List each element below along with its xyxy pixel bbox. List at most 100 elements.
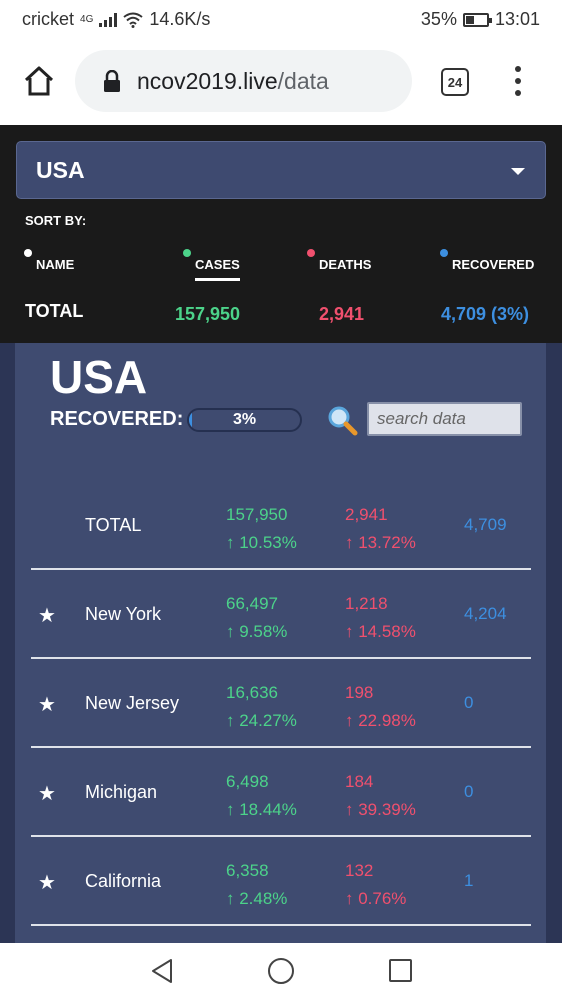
star-icon[interactable]: ★: [38, 605, 56, 627]
sort-option-label: NAME: [36, 257, 75, 272]
wifi-icon: [123, 12, 143, 28]
region-name: Michigan: [85, 782, 158, 802]
battery-percent: 35%: [420, 9, 457, 29]
sort-by-label: SORT BY:: [25, 213, 87, 228]
page-title: USA: [50, 351, 148, 403]
table-row[interactable]: ★ New York 66,497 ↑ 9.58% 1,218 ↑ 14.58% 4,204: [31, 570, 531, 659]
cases-value: 6,358: [226, 861, 269, 880]
status-bar: cricket 4G 14.6K/s 35% 13:01: [0, 0, 562, 40]
sort-option-recovered[interactable]: RECOVERED: [440, 249, 535, 272]
deaths-cell: 198 ↑ 22.98%: [345, 679, 416, 735]
dot-icon: [307, 249, 315, 257]
deaths-value: 2,941: [345, 505, 388, 524]
search-icon[interactable]: [326, 404, 358, 436]
table-row[interactable]: TOTAL 157,950 ↑ 10.53% 2,941 ↑ 13.72% 4,709: [31, 481, 531, 570]
total-recovered: 4,709 (3%): [441, 304, 530, 324]
recovered-progress-bar: 3%: [187, 408, 302, 432]
total-cases: 157,950: [175, 304, 241, 324]
total-label: TOTAL: [25, 301, 84, 321]
total-deaths: 2,941: [319, 304, 365, 324]
deaths-cell: 184 ↑ 39.39%: [345, 768, 416, 824]
cases-value: 66,497: [226, 594, 278, 613]
back-icon[interactable]: [150, 958, 174, 984]
url-path: /data: [277, 67, 329, 94]
cases-cell: 6,498 ↑ 18.44%: [226, 768, 297, 824]
region-name: California: [85, 871, 162, 891]
table-row[interactable]: ★ California 6,358 ↑ 2.48% 132 ↑ 0.76% 1: [31, 837, 531, 926]
sort-option-name[interactable]: NAME: [24, 249, 75, 272]
progress-fill: [189, 410, 193, 430]
deaths-change: ↑ 0.76%: [345, 889, 407, 908]
star-icon[interactable]: ★: [38, 872, 56, 894]
recovered-value: 1: [464, 871, 474, 890]
sort-option-label: DEATHS: [319, 257, 372, 272]
table-row[interactable]: ★ Michigan 6,498 ↑ 18.44% 184 ↑ 39.39% 0: [31, 748, 531, 837]
home-nav-icon[interactable]: [268, 958, 294, 984]
deaths-cell: 1,218 ↑ 14.58%: [345, 590, 416, 646]
tab-switcher-button[interactable]: 24: [441, 68, 469, 96]
cases-cell: 16,636 ↑ 24.27%: [226, 679, 297, 735]
recent-apps-icon[interactable]: [389, 959, 412, 982]
region-name: New Jersey: [85, 693, 180, 713]
country-dropdown-value: USA: [36, 156, 85, 183]
deaths-cell: 2,941 ↑ 13.72%: [345, 501, 416, 557]
system-nav-bar: [0, 943, 562, 1000]
search-input[interactable]: [367, 402, 522, 436]
signal-icon: [99, 12, 118, 27]
battery-icon: [462, 12, 492, 27]
country-dropdown[interactable]: USA: [16, 141, 546, 199]
url-domain: ncov2019.live: [137, 67, 278, 94]
cases-cell: 6,358 ↑ 2.48%: [226, 857, 287, 913]
table-row[interactable]: ★ New Jersey 16,636 ↑ 24.27% 198 ↑ 22.98% 0: [31, 659, 531, 748]
network-speed: 14.6K/s: [149, 9, 211, 29]
carrier-name: cricket: [22, 9, 75, 29]
sort-option-label: CASES: [195, 257, 240, 272]
recovered-value: 0: [464, 782, 474, 801]
star-icon[interactable]: ★: [38, 783, 56, 805]
more-menu-icon[interactable]: [512, 66, 524, 96]
deaths-value: 1,218: [345, 594, 388, 613]
browser-toolbar: ncov2019.live/data 24: [0, 40, 562, 125]
recovered-value: 4,204: [464, 604, 507, 623]
address-bar[interactable]: ncov2019.live/data: [75, 50, 412, 112]
sort-option-cases[interactable]: CASES: [183, 249, 240, 281]
deaths-value: 132: [345, 861, 374, 880]
data-card: [15, 343, 546, 943]
cases-value: 157,950: [226, 505, 288, 524]
deaths-change: ↑ 22.98%: [345, 711, 416, 730]
network-type: 4G: [80, 14, 94, 25]
deaths-value: 184: [345, 772, 374, 791]
deaths-value: 198: [345, 683, 374, 702]
recovered-label: RECOVERED:: [50, 408, 184, 430]
region-name: New York: [85, 604, 162, 624]
star-icon[interactable]: ★: [38, 694, 56, 716]
home-icon[interactable]: [22, 64, 56, 98]
chevron-down-icon: [511, 168, 525, 175]
cases-value: 6,498: [226, 772, 269, 791]
region-name: TOTAL: [85, 515, 142, 535]
cases-change: ↑ 10.53%: [226, 533, 297, 552]
progress-text: 3%: [232, 411, 257, 428]
deaths-change: ↑ 39.39%: [345, 800, 416, 819]
dot-icon: [440, 249, 448, 257]
deaths-cell: 132 ↑ 0.76%: [345, 857, 406, 913]
dot-icon: [183, 249, 191, 257]
sort-option-deaths[interactable]: DEATHS: [307, 249, 372, 272]
recovered-value: 0: [464, 693, 474, 712]
cases-change: ↑ 2.48%: [226, 889, 288, 908]
cases-cell: 157,950 ↑ 10.53%: [226, 501, 297, 557]
deaths-change: ↑ 13.72%: [345, 533, 416, 552]
cases-cell: 66,497 ↑ 9.58%: [226, 590, 287, 646]
dot-icon: [24, 249, 32, 257]
cases-change: ↑ 18.44%: [226, 800, 297, 819]
cases-change: ↑ 9.58%: [226, 622, 288, 641]
url-text: ncov2019.live/data: [137, 68, 329, 95]
cases-change: ↑ 24.27%: [226, 711, 297, 730]
clock: 13:01: [494, 9, 540, 29]
sort-option-label: RECOVERED: [452, 257, 535, 272]
recovered-value: 4,709: [464, 515, 507, 534]
lock-icon: [104, 70, 120, 92]
deaths-change: ↑ 14.58%: [345, 622, 416, 641]
filter-panel: USA SORT BY: NAME CASES DEATHS RECOVERED…: [0, 125, 562, 343]
cases-value: 16,636: [226, 683, 278, 702]
